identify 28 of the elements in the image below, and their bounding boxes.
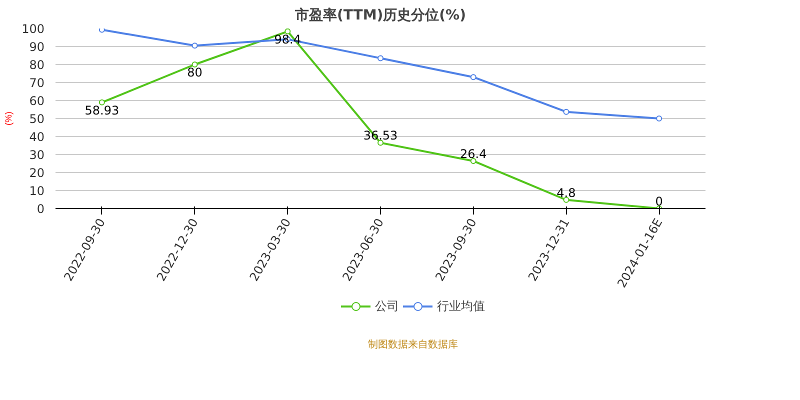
legend-label: 行业均值: [437, 298, 485, 314]
data-label: 80: [187, 66, 202, 80]
y-tick-label: 90: [29, 40, 45, 54]
point: [656, 116, 662, 122]
y-tick-label: 80: [29, 58, 45, 72]
y-axis-title: (%): [4, 112, 14, 126]
data-label: 58.93: [84, 103, 120, 118]
y-tick-label: 20: [29, 166, 45, 180]
point: [192, 42, 198, 49]
point: [470, 74, 476, 80]
y-tick-label: 30: [29, 148, 45, 162]
point: [378, 55, 384, 62]
point: [98, 99, 105, 106]
y-tick-label: 40: [29, 130, 45, 144]
y-tick-label: 10: [29, 184, 45, 198]
point: [192, 62, 198, 68]
chart-title: 市盈率(TTM)历史分位(%): [294, 6, 466, 24]
y-tick-label: 60: [29, 94, 45, 108]
y-tick-label: 100: [22, 22, 44, 36]
data-label: 0: [655, 194, 663, 208]
data-label: 4.8: [556, 186, 576, 200]
y-tick-label: 50: [29, 112, 45, 126]
y-tick-label: 0: [36, 202, 45, 216]
point: [563, 108, 570, 115]
text: 制图数据来自数据库: [368, 338, 458, 350]
legend-label: 公司: [375, 298, 399, 314]
data-label: 26.4: [460, 146, 487, 161]
y-tick-label: 70: [29, 76, 45, 90]
